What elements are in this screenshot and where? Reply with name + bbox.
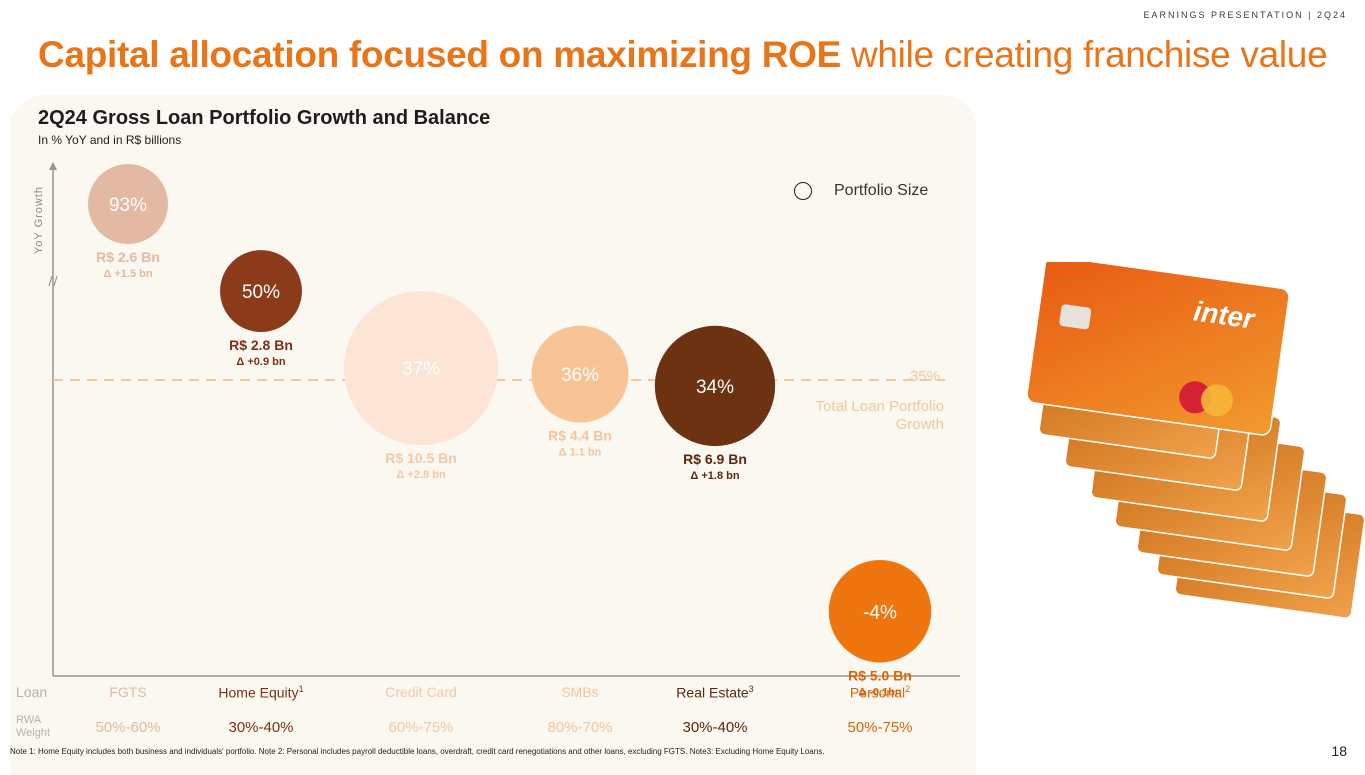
bubble-balance-label: R$ 2.8 Bn — [229, 337, 293, 353]
chart-title: 2Q24 Gross Loan Portfolio Growth and Bal… — [38, 107, 491, 129]
category-label: Home Equity1 — [218, 684, 303, 701]
category-name: Home Equity — [218, 684, 299, 701]
page-number: 18 — [1331, 743, 1347, 759]
bubble-balance-label: R$ 2.6 Bn — [96, 249, 160, 265]
front-card: inter — [1026, 262, 1290, 436]
card-chip-icon — [1059, 304, 1092, 330]
title-bold: Capital allocation focused on maximizing… — [38, 34, 841, 75]
category-name: SMBs — [561, 684, 599, 700]
bubble-smbs — [531, 325, 629, 423]
bubble-delta-label: Δ +0.9 bn — [236, 356, 285, 368]
rwa-value: 80%-70% — [547, 719, 613, 736]
category-label: Real Estate3 — [676, 684, 753, 701]
bubble-fgts — [88, 164, 168, 245]
reference-line-caption-line2: Growth — [896, 416, 944, 433]
rwa-value: 50%-60% — [95, 719, 161, 736]
category-label: SMBs — [561, 684, 598, 700]
bubble-delta-label: Δ 1.1 bn — [559, 447, 602, 459]
rwa-value: 30%-40% — [682, 719, 748, 736]
bubble-delta-label: Δ +2.8 bn — [396, 469, 445, 481]
bubble-growth-label: 93% — [109, 195, 147, 216]
card-stack-illustration: inter — [1026, 262, 1365, 619]
chart-panel — [10, 95, 976, 775]
loan-row-label: Loan — [16, 684, 48, 700]
bubble-home-equity — [220, 250, 302, 332]
category-name: Personal — [849, 684, 906, 701]
bubble-balance-label: R$ 5.0 Bn — [848, 668, 912, 684]
bubble-balance-label: R$ 6.9 Bn — [683, 451, 747, 467]
bubble-growth-label: -4% — [863, 602, 897, 623]
footnote: Note 1: Home Equity includes both busine… — [10, 747, 825, 756]
header-tag: EARNINGS PRESENTATION | 2Q24 — [1143, 10, 1347, 20]
category-label: Credit Card — [385, 684, 457, 700]
bubble-growth-label: 36% — [561, 365, 599, 386]
rwa-label-line2: Weight — [16, 727, 51, 739]
category-name: FGTS — [109, 684, 147, 700]
bubble-delta-label: Δ +1.8 bn — [690, 470, 739, 482]
reference-line-caption-line1: Total Loan Portfolio — [816, 398, 944, 415]
category-label: Personal2 — [850, 684, 910, 701]
y-axis-arrow — [49, 162, 57, 170]
category-footnote-marker: 1 — [298, 684, 304, 694]
category-name: Credit Card — [385, 684, 457, 700]
title-light: while creating franchise value — [841, 34, 1328, 75]
axis-break-mark — [48, 275, 53, 287]
bubble-real-estate — [654, 325, 776, 447]
reference-line-value: 35% — [910, 368, 940, 385]
category-footnote-marker: 2 — [905, 684, 911, 694]
axis-break-mark — [53, 275, 58, 287]
category-footnote-marker: 3 — [748, 684, 754, 694]
bubble-growth-label: 37% — [402, 359, 440, 380]
rwa-label-line1: RWA — [16, 714, 42, 726]
legend: Portfolio Size — [794, 180, 928, 202]
category-name: Real Estate — [676, 684, 749, 701]
rwa-value: 50%-75% — [847, 719, 913, 736]
bubble-delta-label: Δ -0.1bn — [858, 687, 902, 699]
y-axis-label: YoY Growth — [33, 186, 45, 254]
bubble-balance-label: R$ 10.5 Bn — [385, 450, 457, 466]
bubble-delta-label: Δ +1.5 bn — [103, 268, 152, 280]
page-title: Capital allocation focused on maximizing… — [38, 34, 1328, 76]
chart-subtitle: In % YoY and in R$ billions — [38, 133, 182, 147]
rwa-row-label: RWA Weight — [16, 714, 60, 740]
category-label: FGTS — [109, 684, 146, 700]
bubble-credit-card — [344, 291, 498, 446]
bubble-growth-label: 50% — [242, 282, 280, 303]
legend-label: Portfolio Size — [834, 182, 929, 199]
legend-circle-icon — [794, 182, 812, 200]
rwa-value: 30%-40% — [228, 719, 294, 736]
bubble-balance-label: R$ 4.4 Bn — [548, 428, 612, 444]
bubble-growth-label: 34% — [696, 377, 734, 398]
bubble-personal — [828, 560, 932, 663]
rwa-value: 60%-75% — [388, 719, 454, 736]
